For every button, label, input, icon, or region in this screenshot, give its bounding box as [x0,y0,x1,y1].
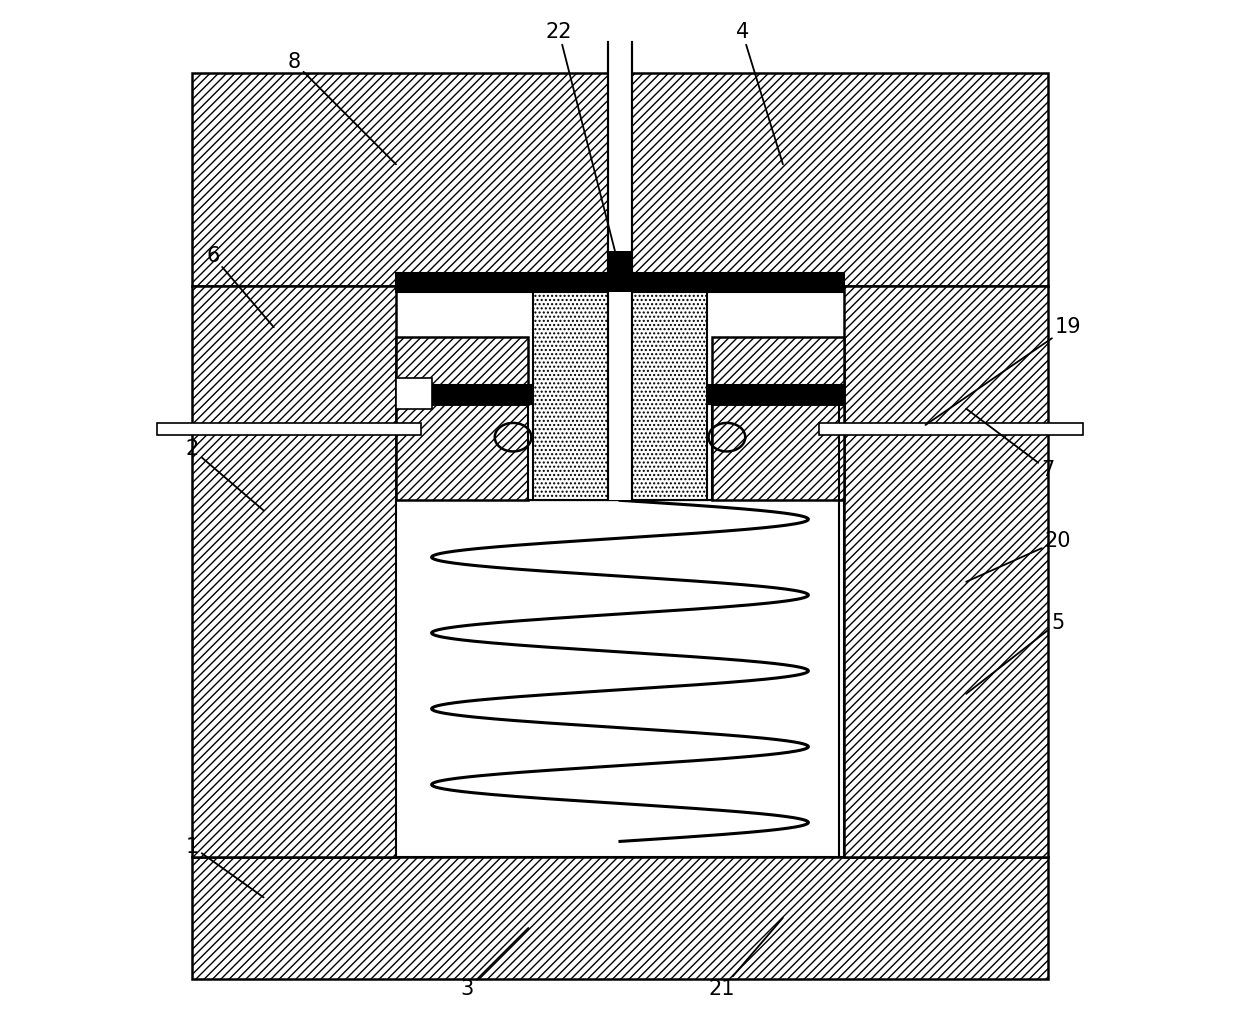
Bar [156,423,422,435]
Text: 6: 6 [206,246,274,327]
Bar [528,403,712,500]
Bar [608,42,632,500]
Text: 22: 22 [546,21,615,251]
Bar [192,287,396,857]
Text: 5: 5 [966,613,1064,694]
Bar [396,500,844,857]
Text: 19: 19 [925,318,1081,425]
Bar [192,72,1048,287]
Text: 3: 3 [460,928,528,1000]
Text: 8: 8 [288,52,396,164]
Bar [396,337,528,403]
Bar [818,423,1084,435]
Bar [844,287,1048,857]
Text: 20: 20 [966,531,1071,582]
Text: 1: 1 [186,836,264,897]
Bar [396,385,844,403]
Text: 21: 21 [708,918,782,1000]
Text: 7: 7 [966,408,1054,480]
Bar [396,378,432,408]
Bar [533,292,707,500]
Bar [712,403,844,500]
Text: 2: 2 [186,439,264,510]
Bar [608,251,632,292]
Bar [192,857,1048,979]
Bar [396,274,844,292]
Text: 4: 4 [735,21,782,164]
Bar [712,337,844,403]
Bar [396,403,528,500]
